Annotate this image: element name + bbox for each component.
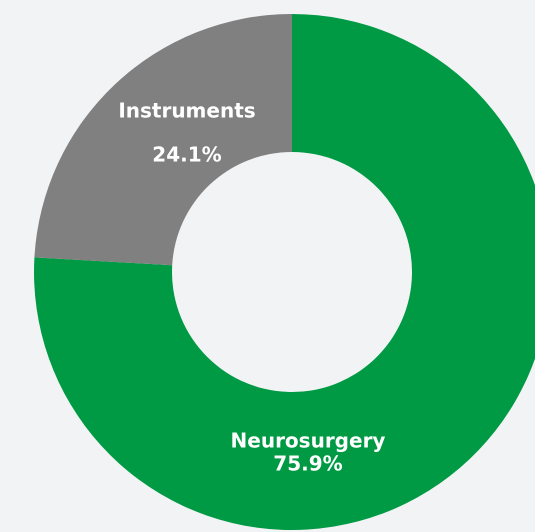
donut-slice (34, 14, 292, 266)
slice-category-label: Neurosurgery (231, 429, 386, 453)
slice-category-label: Instruments (118, 99, 255, 123)
slice-value-label: 75.9% (273, 452, 342, 476)
donut-slice (34, 14, 535, 530)
slice-value-label: 24.1% (152, 143, 221, 167)
